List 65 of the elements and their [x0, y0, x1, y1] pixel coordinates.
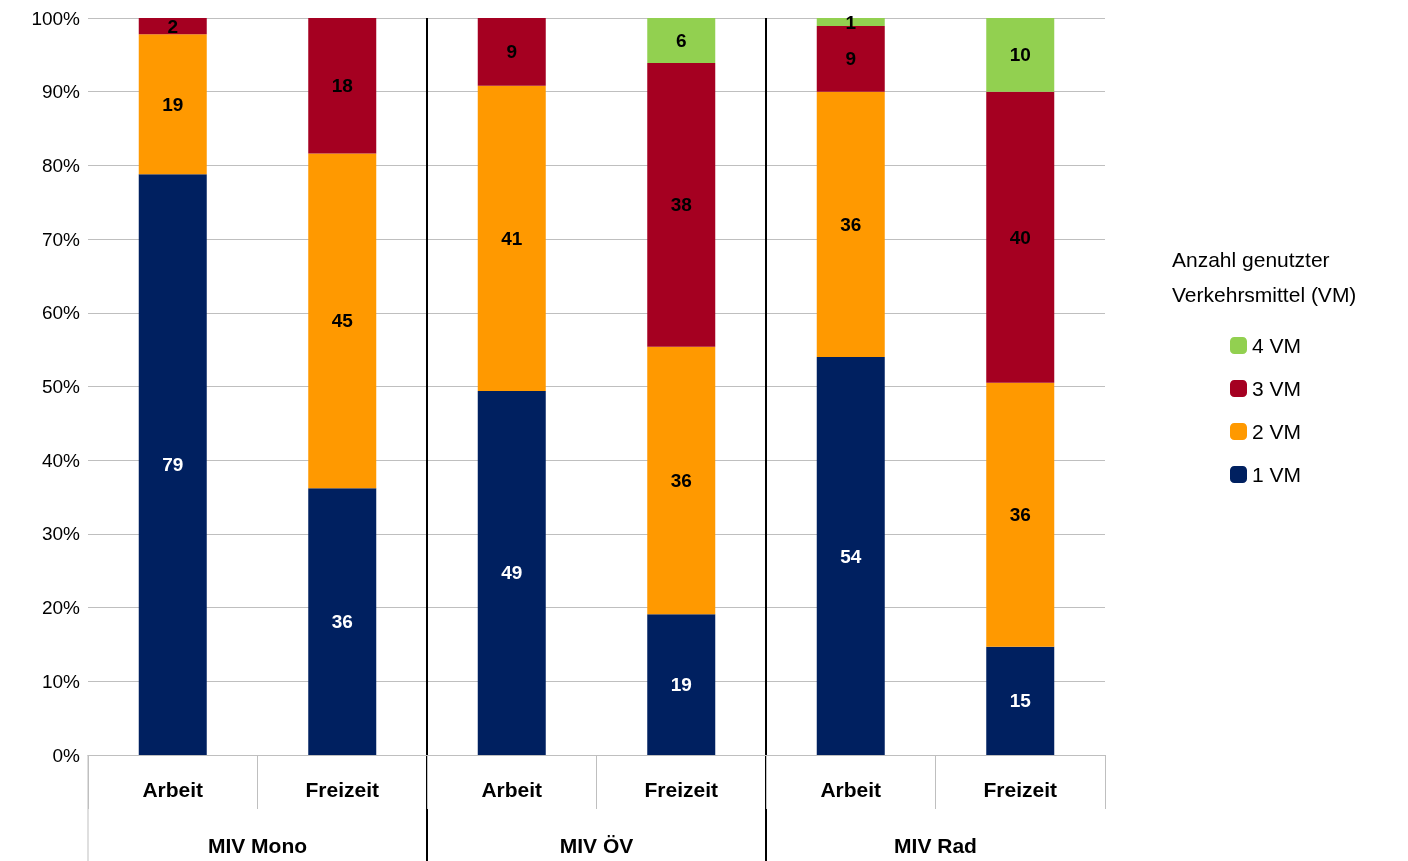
- y-tick-label: 20%: [41, 597, 81, 619]
- x-tick-label: Arbeit: [142, 778, 204, 801]
- x-tick-label: Freizeit: [305, 778, 380, 801]
- bar: [986, 382, 1055, 647]
- bar: [816, 18, 885, 27]
- y-tick-label: 100%: [31, 7, 81, 29]
- data-label: 36: [670, 469, 692, 491]
- bar: [477, 390, 546, 755]
- bar: [816, 357, 885, 755]
- x-tick-label: Arbeit: [820, 778, 882, 801]
- legend-label: 2 VM: [1252, 420, 1302, 443]
- y-tick-label: 60%: [41, 302, 81, 324]
- bar: [647, 62, 716, 347]
- y-tick-label: 80%: [41, 154, 81, 176]
- data-label: 19: [670, 674, 692, 696]
- data-label: 10: [1009, 44, 1031, 66]
- data-label: 79: [162, 454, 184, 476]
- bar: [986, 18, 1055, 92]
- bar: [816, 91, 885, 358]
- legend-label: 1 VM: [1252, 463, 1302, 486]
- data-label: 9: [845, 48, 857, 70]
- data-label: 45: [331, 310, 354, 332]
- y-tick-label: 90%: [41, 81, 81, 103]
- bar: [308, 153, 377, 489]
- bar: [138, 18, 207, 35]
- y-tick-label: 40%: [41, 449, 81, 471]
- bar: [647, 346, 716, 615]
- bar: [138, 174, 207, 755]
- bar: [986, 91, 1055, 383]
- data-label: 9: [506, 41, 518, 63]
- bar: [647, 614, 716, 755]
- bar: [986, 646, 1055, 755]
- x-tick-label: Freizeit: [644, 778, 719, 801]
- data-label: 36: [840, 213, 862, 235]
- x-tick-label: Arbeit: [481, 778, 543, 801]
- text: MIV ÖV: [559, 833, 634, 857]
- data-label: 36: [1009, 504, 1031, 526]
- y-tick-label: 0%: [52, 744, 81, 766]
- bar: [308, 488, 377, 755]
- legend-label: 4 VM: [1252, 334, 1302, 357]
- y-tick-label: 70%: [41, 228, 81, 250]
- legend-label: 3 VM: [1252, 377, 1302, 400]
- legend-title: Anzahl genutzter Verkehrsmittel (VM): [1172, 248, 1357, 306]
- data-label: 6: [675, 29, 687, 51]
- data-label: 2: [167, 15, 179, 37]
- data-label: 49: [501, 562, 523, 584]
- y-tick-label: 30%: [41, 523, 81, 545]
- text: MIV Mono: [207, 833, 308, 857]
- bar: [477, 85, 546, 391]
- bar: [477, 18, 546, 86]
- text: MIV Rad: [894, 833, 977, 857]
- y-tick-label: 50%: [41, 376, 81, 397]
- x-tick-label: Freizeit: [983, 778, 1058, 801]
- data-label: 18: [331, 75, 353, 97]
- bar: [138, 34, 207, 175]
- data-label: 54: [840, 545, 862, 567]
- y-tick-label: 10%: [41, 670, 81, 692]
- data-label: 19: [162, 93, 184, 115]
- data-label: 38: [670, 194, 692, 216]
- bar: [308, 18, 377, 154]
- data-label: 36: [331, 611, 353, 633]
- data-label: 40: [1009, 226, 1031, 248]
- data-label: 41: [501, 227, 523, 249]
- bar: [647, 18, 716, 63]
- data-label: 15: [1009, 690, 1032, 712]
